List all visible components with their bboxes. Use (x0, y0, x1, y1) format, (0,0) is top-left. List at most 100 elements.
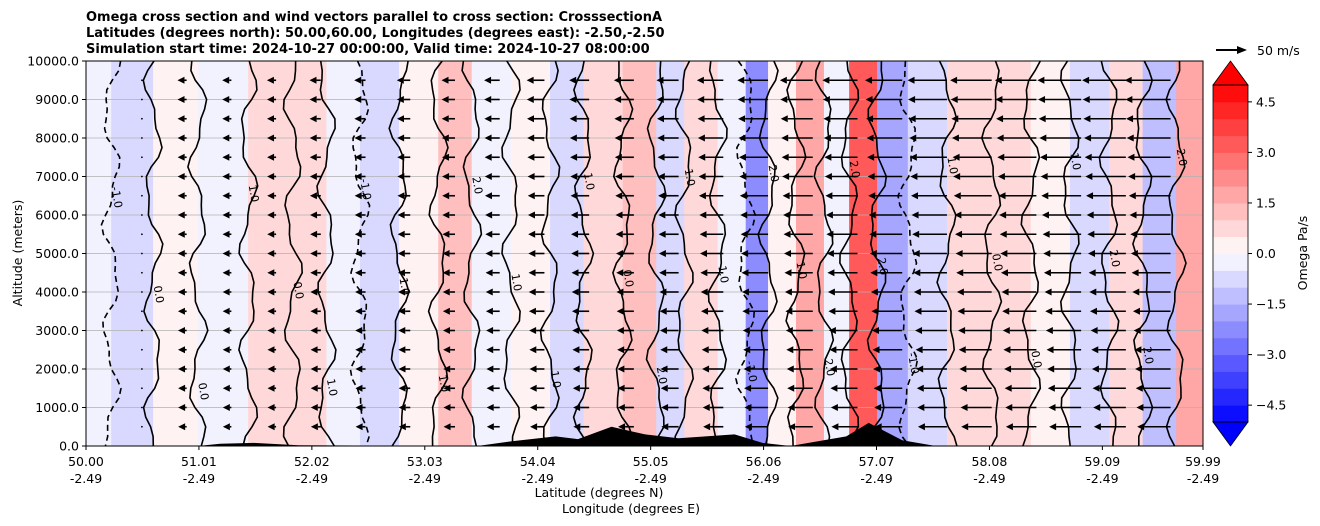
wind-vector-12-10 (658, 230, 679, 238)
wind-vector-head (867, 173, 875, 180)
wind-vector-head (222, 404, 230, 411)
wind-vector-10-16 (569, 115, 590, 123)
wind-vector-head (441, 96, 449, 103)
wind-vector-head (1045, 327, 1053, 334)
wind-vector-14-18 (737, 76, 769, 84)
wind-vector-18-9 (912, 250, 947, 257)
contour-label-18: -1.0 (743, 360, 760, 383)
wind-vector-8-2 (486, 384, 500, 392)
colorbar-band-9 (1213, 253, 1248, 271)
wind-vector-19-1 (960, 404, 992, 411)
colorbar-tick-label-5: −3.0 (1256, 347, 1286, 362)
wind-vector-head (222, 230, 230, 238)
wind-vector-13-3 (702, 365, 724, 373)
wind-vector-head (953, 173, 961, 180)
wind-vector-head (867, 153, 875, 161)
wind-vector-1-0 (178, 423, 187, 431)
x-tick-lon-3: -2.49 (409, 471, 441, 486)
wind-vector-head (441, 134, 449, 142)
wind-vector-head (1038, 96, 1046, 103)
wind-vector-head (526, 96, 534, 103)
wind-vector-head (398, 307, 406, 315)
wind-vector-dot (141, 329, 143, 332)
wind-vector-5-3 (355, 365, 366, 373)
wind-vector-11-10 (615, 230, 634, 238)
contour-label-10: 2.0 (469, 176, 485, 195)
wind-vector-22-14 (1084, 153, 1126, 161)
wind-vector-15-1 (787, 404, 813, 411)
wind-vector-23-11 (1129, 211, 1171, 219)
wind-vector-18-10 (912, 230, 947, 238)
wind-vector-16-5 (828, 327, 858, 334)
wind-vector-head (616, 327, 624, 334)
wind-vector-head (909, 134, 917, 142)
contour-label-21: 2.0 (821, 358, 837, 377)
wind-vector-8-13 (484, 173, 500, 180)
contour-label-19: 2.0 (766, 164, 782, 183)
wind-vector-head (1134, 346, 1142, 354)
wind-vector-15-9 (783, 250, 813, 257)
wind-vector-8-17 (484, 96, 500, 103)
wind-vector-head (178, 365, 186, 373)
y-tick-label-5: 5000.0 (35, 246, 79, 261)
wind-vector-dot (141, 194, 143, 197)
wind-vector-head (956, 269, 964, 277)
wind-vector-head (572, 327, 580, 334)
wind-vector-head (658, 250, 666, 257)
wind-vector-head (828, 307, 836, 315)
wind-vector-16-8 (827, 269, 858, 277)
wind-vector-head (527, 192, 535, 200)
omega-contours (100, 61, 1187, 446)
wind-vector-1-11 (177, 211, 187, 219)
wind-vector-9-8 (528, 269, 545, 277)
wind-vector-14-2 (744, 384, 769, 392)
wind-vector-head (529, 384, 537, 392)
wind-vector-2-16 (222, 115, 232, 123)
wind-vector-23-16 (1126, 115, 1171, 123)
wind-vector-3-17 (266, 96, 277, 103)
wind-vector-19-3 (959, 365, 992, 373)
wind-vector-0-17 (141, 98, 143, 101)
wind-vector-head (741, 250, 749, 257)
wind-vector-head (742, 327, 750, 334)
wind-vector-18-18 (907, 76, 947, 84)
wind-vector-8-5 (486, 327, 500, 334)
wind-vector-12-12 (658, 192, 679, 200)
wind-vector-head (785, 327, 793, 334)
wind-vector-head (1084, 153, 1092, 161)
wind-vector-22-6 (1089, 307, 1126, 315)
wind-vector-head (1040, 173, 1048, 180)
wind-vector-head (617, 384, 625, 392)
x-tick-lon-5: -2.49 (634, 471, 666, 486)
wind-vector-head (738, 115, 746, 123)
wind-vector-19-12 (953, 192, 992, 200)
wind-vector-head (744, 384, 752, 392)
wind-vector-head (222, 173, 230, 180)
wind-vector-14-13 (739, 173, 769, 180)
wind-vector-5-17 (354, 96, 366, 103)
wind-vector-head (997, 153, 1005, 161)
wind-vector-11-12 (615, 192, 634, 200)
x-tick-lat-6: 56.06 (746, 454, 782, 469)
wind-vector-head (177, 327, 185, 334)
wind-vector-head (484, 76, 492, 84)
wind-vector-5-1 (355, 404, 366, 411)
wind-vector-21-2 (1047, 384, 1082, 392)
wind-vector-18-11 (911, 211, 947, 219)
wind-vector-7-15 (441, 134, 455, 142)
wind-vector-6-11 (397, 211, 411, 219)
wind-vector-12-15 (657, 134, 679, 142)
wind-vector-head (528, 307, 536, 315)
wind-vector-head (527, 173, 535, 180)
wind-vector-20-0 (1005, 423, 1037, 431)
wind-vector-21-14 (1039, 153, 1082, 161)
wind-vector-head (959, 365, 967, 373)
colorbar-band-5 (1213, 320, 1248, 339)
wind-vector-head (1126, 134, 1134, 142)
wind-vector-head (177, 307, 185, 315)
wind-vector-22-5 (1090, 327, 1126, 334)
wind-vector-23-1 (1136, 404, 1171, 411)
wind-vector-head (1088, 269, 1096, 277)
wind-vector-head (829, 365, 837, 373)
wind-vector-head (915, 346, 923, 354)
